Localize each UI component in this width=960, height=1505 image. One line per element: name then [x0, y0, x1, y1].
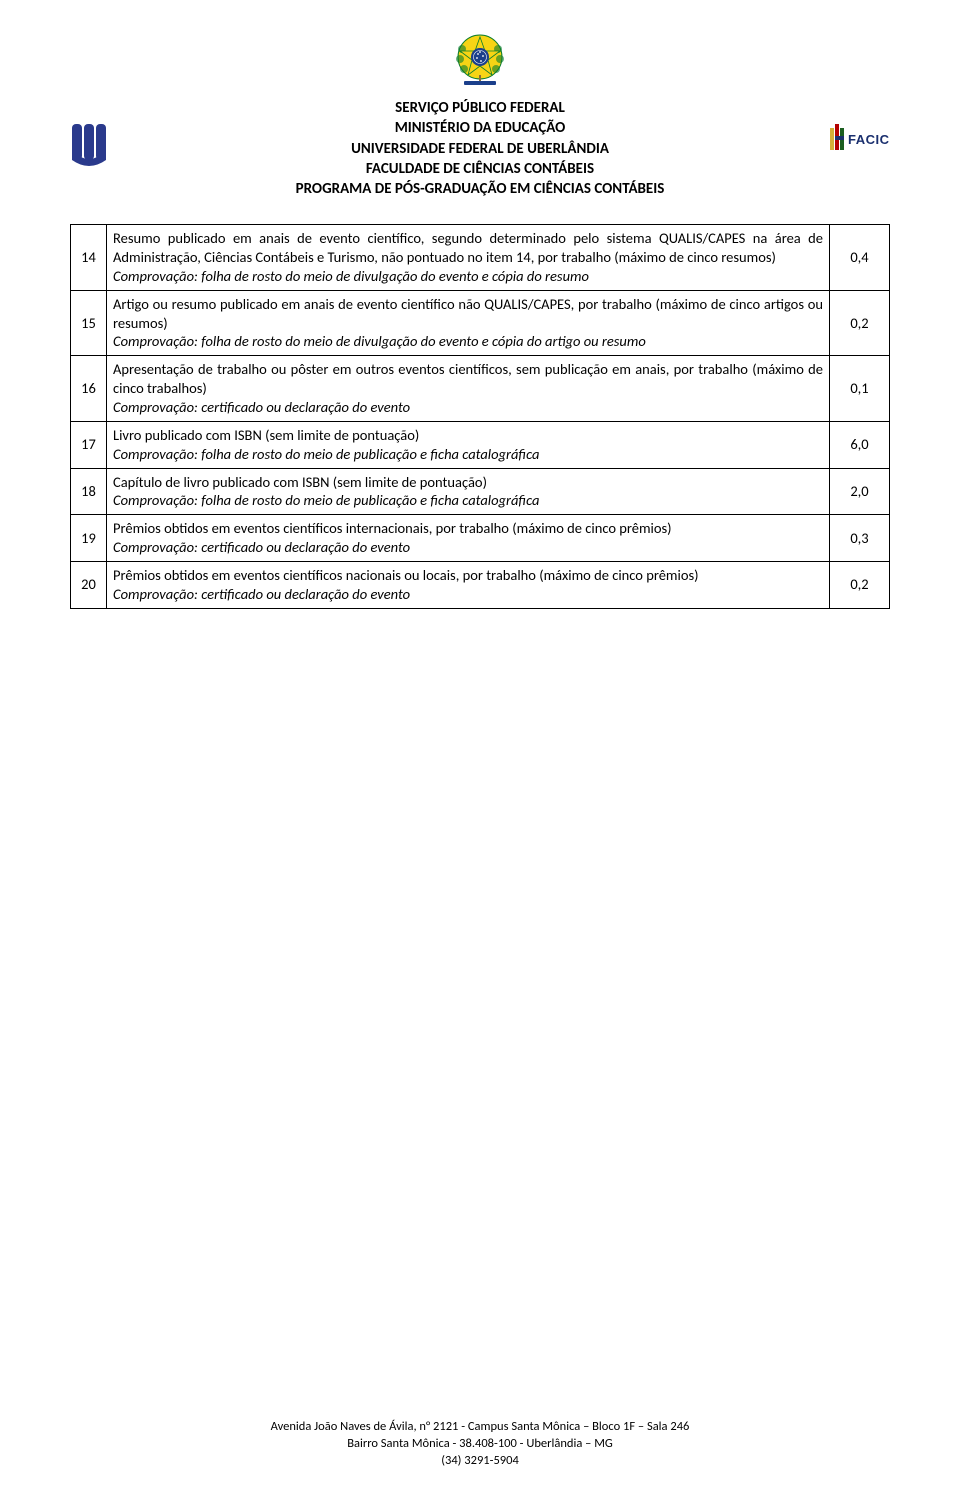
table-row: 19 Prêmios obtidos em eventos científicos… [71, 515, 890, 562]
row-proof-line: Comprovação: folha de rosto do meio de d… [113, 267, 823, 286]
row-text-line: Apresentação de trabalho ou pôster em ou… [113, 360, 823, 398]
row-text-line: Prêmios obtidos em eventos científicos n… [113, 566, 823, 585]
row-points: 0,4 [830, 225, 890, 291]
header-line-3: UNIVERSIDADE FEDERAL DE UBERLÂNDIA [70, 139, 890, 159]
header-line-1: SERVIÇO PÚBLICO FEDERAL [70, 98, 890, 118]
row-proof-line: Comprovação: folha de rosto do meio de p… [113, 445, 823, 464]
row-number: 16 [71, 356, 107, 422]
row-description: Prêmios obtidos em eventos científicos n… [107, 561, 830, 608]
table-row: 17 Livro publicado com ISBN (sem limite d… [71, 421, 890, 468]
row-number: 19 [71, 515, 107, 562]
table-row: 16Apresentação de trabalho ou pôster em … [71, 356, 890, 422]
row-points: 2,0 [830, 468, 890, 515]
row-number: 14 [71, 225, 107, 291]
row-number: 18 [71, 468, 107, 515]
row-proof-line: Comprovação: certificado ou declaração d… [113, 585, 823, 604]
row-number: 17 [71, 421, 107, 468]
row-points: 0,2 [830, 561, 890, 608]
header-line-4: FACULDADE DE CIÊNCIAS CONTÁBEIS [70, 159, 890, 179]
scoring-table: 14Resumo publicado em anais de evento ci… [70, 224, 890, 608]
row-proof-line: Comprovação: certificado ou declaração d… [113, 538, 823, 557]
table-row: 18 Capítulo de livro publicado com ISBN (… [71, 468, 890, 515]
row-description: Artigo ou resumo publicado em anais de e… [107, 290, 830, 356]
table-row: 14Resumo publicado em anais de evento ci… [71, 225, 890, 291]
header-line-2: MINISTÉRIO DA EDUCAÇÃO [70, 118, 890, 138]
row-text-line: Capítulo de livro publicado com ISBN (se… [113, 473, 823, 492]
footer-line-1: Avenida João Naves de Ávila, n° 2121 - C… [0, 1419, 960, 1436]
page-footer: Avenida João Naves de Ávila, n° 2121 - C… [0, 1419, 960, 1470]
footer-line-2: Bairro Santa Mônica - 38.408-100 - Uberl… [0, 1436, 960, 1453]
row-description: Resumo publicado em anais de evento cien… [107, 225, 830, 291]
row-text-line: Resumo publicado em anais de evento cien… [113, 229, 823, 267]
row-description: Apresentação de trabalho ou pôster em ou… [107, 356, 830, 422]
brazil-emblem-icon [450, 30, 510, 90]
facic-text: FACIC [848, 132, 890, 147]
row-text-line: Prêmios obtidos em eventos científicos i… [113, 519, 823, 538]
row-text-line: Livro publicado com ISBN (sem limite de … [113, 426, 823, 445]
row-description: Capítulo de livro publicado com ISBN (se… [107, 468, 830, 515]
row-number: 20 [71, 561, 107, 608]
row-points: 0,1 [830, 356, 890, 422]
row-text-line: Artigo ou resumo publicado em anais de e… [113, 295, 823, 333]
row-description: Livro publicado com ISBN (sem limite de … [107, 421, 830, 468]
row-points: 0,3 [830, 515, 890, 562]
table-row: 15Artigo ou resumo publicado em anais de… [71, 290, 890, 356]
row-points: 6,0 [830, 421, 890, 468]
row-number: 15 [71, 290, 107, 356]
row-proof-line: Comprovação: certificado ou declaração d… [113, 398, 823, 417]
row-description: Prêmios obtidos em eventos científicos i… [107, 515, 830, 562]
row-proof-line: Comprovação: folha de rosto do meio de p… [113, 491, 823, 510]
facic-logo-icon: FACIC [830, 122, 900, 162]
header-line-5: PROGRAMA DE PÓS-GRADUAÇÃO EM CIÊNCIAS CO… [70, 179, 890, 199]
document-header: FACIC [70, 30, 890, 199]
row-proof-line: Comprovação: folha de rosto do meio de d… [113, 332, 823, 351]
page-container: FACIC [0, 0, 960, 609]
table-row: 20 Prêmios obtidos em eventos científicos… [71, 561, 890, 608]
footer-line-3: (34) 3291-5904 [0, 1453, 960, 1470]
row-points: 0,2 [830, 290, 890, 356]
ufu-logo-icon [70, 120, 108, 168]
